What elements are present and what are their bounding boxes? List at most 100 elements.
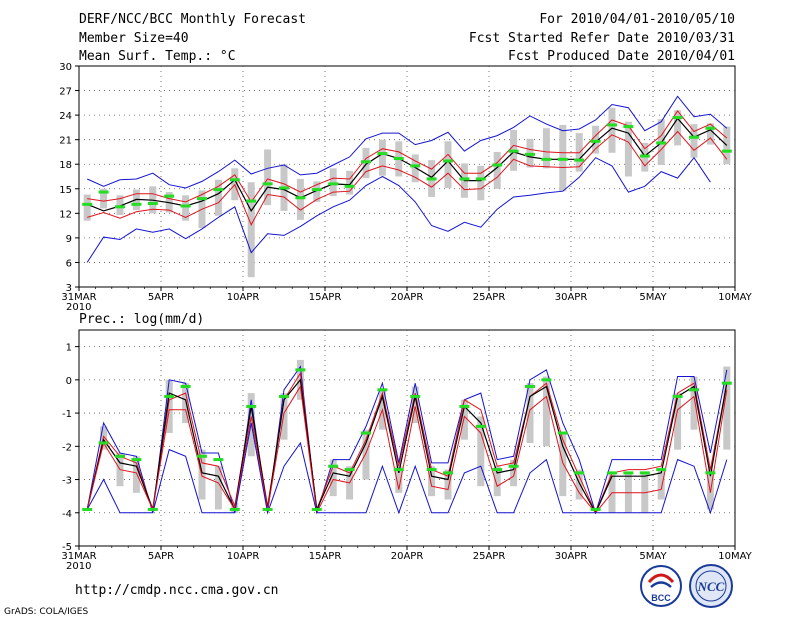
temp-ytick-label: 18 <box>59 160 72 171</box>
prec-observed-marker <box>377 388 388 392</box>
temp-ytick-label: 27 <box>59 87 72 98</box>
temp-spread-box <box>477 165 485 201</box>
temp-spread-box <box>608 107 616 153</box>
prec-series-ensemble-min <box>86 422 728 515</box>
forecast-period: For 2010/04/01-2010/05/10 <box>539 12 735 27</box>
prec-spread-box <box>280 393 288 440</box>
prec-xtick-label: 30APR <box>555 551 588 562</box>
prec-observed-marker <box>590 507 601 511</box>
prec-series-upper-spread <box>86 371 728 515</box>
temp-xtick-label: 10APR <box>227 292 260 303</box>
prec-ytick-label: 1 <box>66 343 72 354</box>
prec-frame <box>78 329 736 547</box>
ncc-logo: NCC <box>689 564 733 608</box>
temp-spread-box <box>329 168 337 197</box>
prec-ytick-label: -5 <box>62 542 72 553</box>
figure-title: DERF/NCC/BCC Monthly Forecast <box>79 12 306 27</box>
temp-observed-marker <box>295 196 306 200</box>
prec-observed-marker <box>246 404 257 408</box>
prec-observed-marker <box>705 471 716 475</box>
temp-panel-title: Mean Surf. Temp.: °C <box>79 49 236 64</box>
member-size: Member Size=40 <box>79 31 189 46</box>
prec-spread-box <box>460 399 468 440</box>
prec-ytick-label: -4 <box>62 509 72 520</box>
temp-observed-marker <box>574 158 585 162</box>
prec-observed-marker <box>115 454 125 458</box>
prec-spread-box <box>214 466 222 510</box>
prec-spread-box <box>182 383 190 424</box>
prec-ytick-label: -2 <box>62 442 72 453</box>
temp-spread-box <box>624 121 632 177</box>
temp-xtick-label: 15APR <box>309 292 342 303</box>
prec-observed-marker <box>82 507 93 511</box>
temp-observed-marker <box>525 152 535 156</box>
temp-series-ensemble-mean <box>86 117 728 213</box>
prec-spread-box <box>428 466 436 497</box>
prec-observed-marker <box>393 468 404 472</box>
temp-ytick-label: 21 <box>59 136 72 147</box>
prec-spread-box <box>575 469 583 500</box>
prec-xtick-year: 2010 <box>66 561 91 572</box>
prec-observed-marker <box>344 468 355 472</box>
start-date: Fcst Started Refer Date 2010/03/31 <box>469 31 735 46</box>
prec-xtick-label: 5MAY <box>639 551 667 562</box>
temp-observed-marker <box>557 157 568 161</box>
prec-spread-box <box>542 376 550 447</box>
temp-series-ensemble-min <box>86 156 711 263</box>
temp-series-upper-spread <box>87 110 728 203</box>
prec-observed-marker <box>180 384 191 388</box>
temp-spread-box <box>542 128 550 169</box>
temp-observed-marker <box>82 202 93 206</box>
prec-spread-box <box>362 429 370 480</box>
prec-spread-box <box>329 459 337 497</box>
temp-observed-marker <box>639 154 650 158</box>
temp-ytick-label: 12 <box>59 209 72 220</box>
temp-xtick-label: 20APR <box>391 292 424 303</box>
prec-ytick-label: 0 <box>66 376 72 387</box>
temp-observed-marker <box>344 184 355 188</box>
prec-spread-box <box>395 466 403 493</box>
temp-observed-marker <box>147 202 158 206</box>
temp-spread-box <box>690 124 698 158</box>
prec-xtick-label: 25APR <box>473 551 506 562</box>
temp-observed-marker <box>508 149 519 153</box>
prec-observed-marker <box>98 441 109 445</box>
bcc-logo-text: BCC <box>651 593 671 603</box>
temp-spread-box <box>313 181 321 202</box>
temp-observed-marker <box>492 163 503 167</box>
prec-spread-box <box>132 456 140 493</box>
bcc-logo: BCC <box>640 565 682 607</box>
prec-spread-box <box>411 386 419 424</box>
prec-observed-marker <box>262 507 273 511</box>
prec-xtick-label: 10MAY <box>718 551 752 562</box>
temp-observed-marker <box>180 204 191 208</box>
prec-spread-box <box>477 416 485 487</box>
temp-observed-marker <box>623 125 634 129</box>
prec-observed-marker <box>328 464 339 468</box>
prec-series-ensemble-mean <box>86 378 728 515</box>
temp-observed-marker <box>229 178 240 182</box>
temp-observed-marker <box>459 177 470 181</box>
prec-observed-marker <box>410 394 421 398</box>
prec-series-ensemble-max <box>86 365 728 515</box>
temp-xtick-label: 31MAR <box>61 292 96 303</box>
temp-series-ensemble-max <box>86 95 728 189</box>
temp-observed-marker <box>475 177 486 181</box>
source-url[interactable]: http://cmdp.ncc.cma.gov.cn <box>75 583 279 598</box>
prec-xtick-label: 15APR <box>309 551 342 562</box>
prec-spread-box <box>526 383 534 443</box>
ncc-logo-text: NCC <box>697 579 725 594</box>
temp-spread-box <box>378 139 386 176</box>
temp-observed-marker <box>705 126 716 130</box>
prec-observed-marker <box>492 468 503 472</box>
temp-xtick-label: 5APR <box>148 292 174 303</box>
prec-xtick-label: 5APR <box>148 551 174 562</box>
prec-spread-box <box>559 433 567 497</box>
prec-spread-box <box>444 469 452 500</box>
temp-observed-marker <box>328 182 339 186</box>
prec-observed-marker <box>475 424 486 428</box>
temp-observed-marker <box>689 135 699 139</box>
temp-spread-box <box>444 141 452 188</box>
